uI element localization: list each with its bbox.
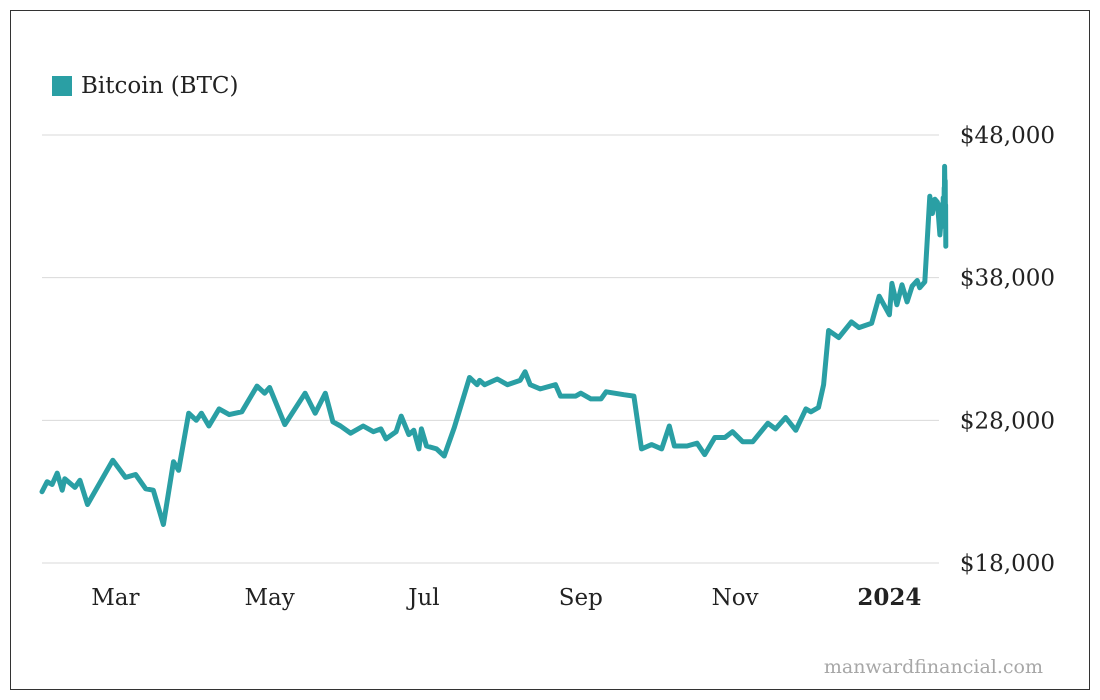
chart-frame: $48,000 $38,000 $28,000 $18,000 Mar May Jul Se… — [10, 10, 1090, 690]
legend-label: Bitcoin (BTC) — [81, 73, 239, 99]
y-tick-label: $18,000 — [960, 551, 1055, 577]
x-axis-labels: Mar May Jul Sep Nov 2024 — [91, 584, 921, 611]
y-axis-labels: $48,000 $38,000 $28,000 $18,000 — [960, 123, 1055, 577]
x-tick-label: Mar — [91, 585, 139, 611]
x-tick-label: 2024 — [857, 584, 921, 611]
y-tick-label: $48,000 — [960, 123, 1055, 149]
x-tick-label: Nov — [712, 585, 759, 611]
x-tick-label: May — [245, 585, 295, 611]
gridlines — [42, 134, 939, 564]
series-layer — [39, 163, 949, 527]
y-tick-label: $28,000 — [960, 408, 1055, 434]
legend-swatch — [52, 76, 72, 96]
price-chart: $48,000 $38,000 $28,000 $18,000 Mar May Jul Se… — [39, 123, 1055, 611]
y-tick-label: $38,000 — [960, 266, 1055, 292]
x-tick-label: Sep — [559, 585, 603, 611]
watermark: manwardfinancial.com — [823, 656, 1043, 678]
legend: Bitcoin (BTC) — [52, 73, 239, 99]
series-line-bitcoin — [39, 163, 949, 527]
x-tick-label: Jul — [406, 585, 439, 611]
